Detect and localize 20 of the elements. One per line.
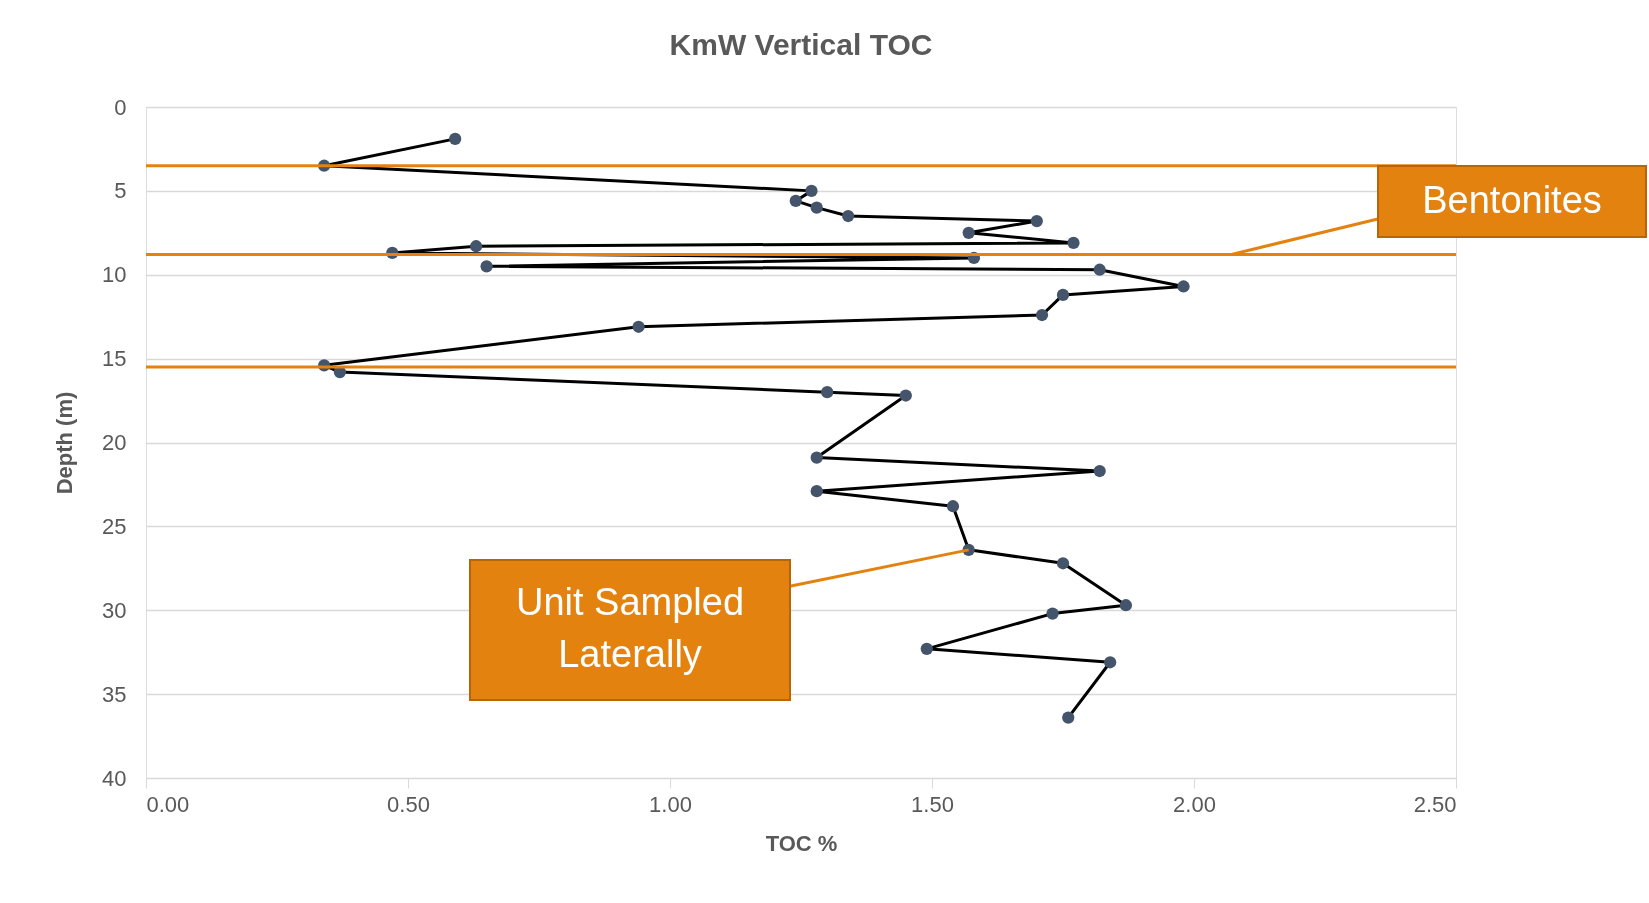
x-tick-label: 1.00 [649,791,692,817]
x-tick-label: 0.50 [387,791,430,817]
x-tick-label: 2.50 [1413,791,1457,817]
y-tick-label: 5 [114,178,127,204]
x-tick-label: 0.00 [146,791,190,817]
y-tick-label: 10 [102,262,127,288]
y-tick-label: 20 [102,430,127,455]
x-axis-title: TOC % [765,830,838,856]
y-tick-label: 15 [102,346,127,372]
y-tick-label: 40 [102,765,127,791]
y-tick-label: 25 [102,513,127,539]
y-tick-label: 30 [102,597,127,623]
y-tick-label: 0 [114,94,127,120]
chart-title: KmW Vertical TOC [669,28,933,61]
x-tick-label: 2.00 [1173,791,1216,817]
annotation: Bentonites [1422,178,1602,221]
annotation: Unit Sampled Laterally [515,581,745,675]
y-axis-title: Depth (m) [52,391,78,495]
x-tick-label: 1.50 [911,791,954,817]
y-tick-label: 35 [102,681,127,707]
